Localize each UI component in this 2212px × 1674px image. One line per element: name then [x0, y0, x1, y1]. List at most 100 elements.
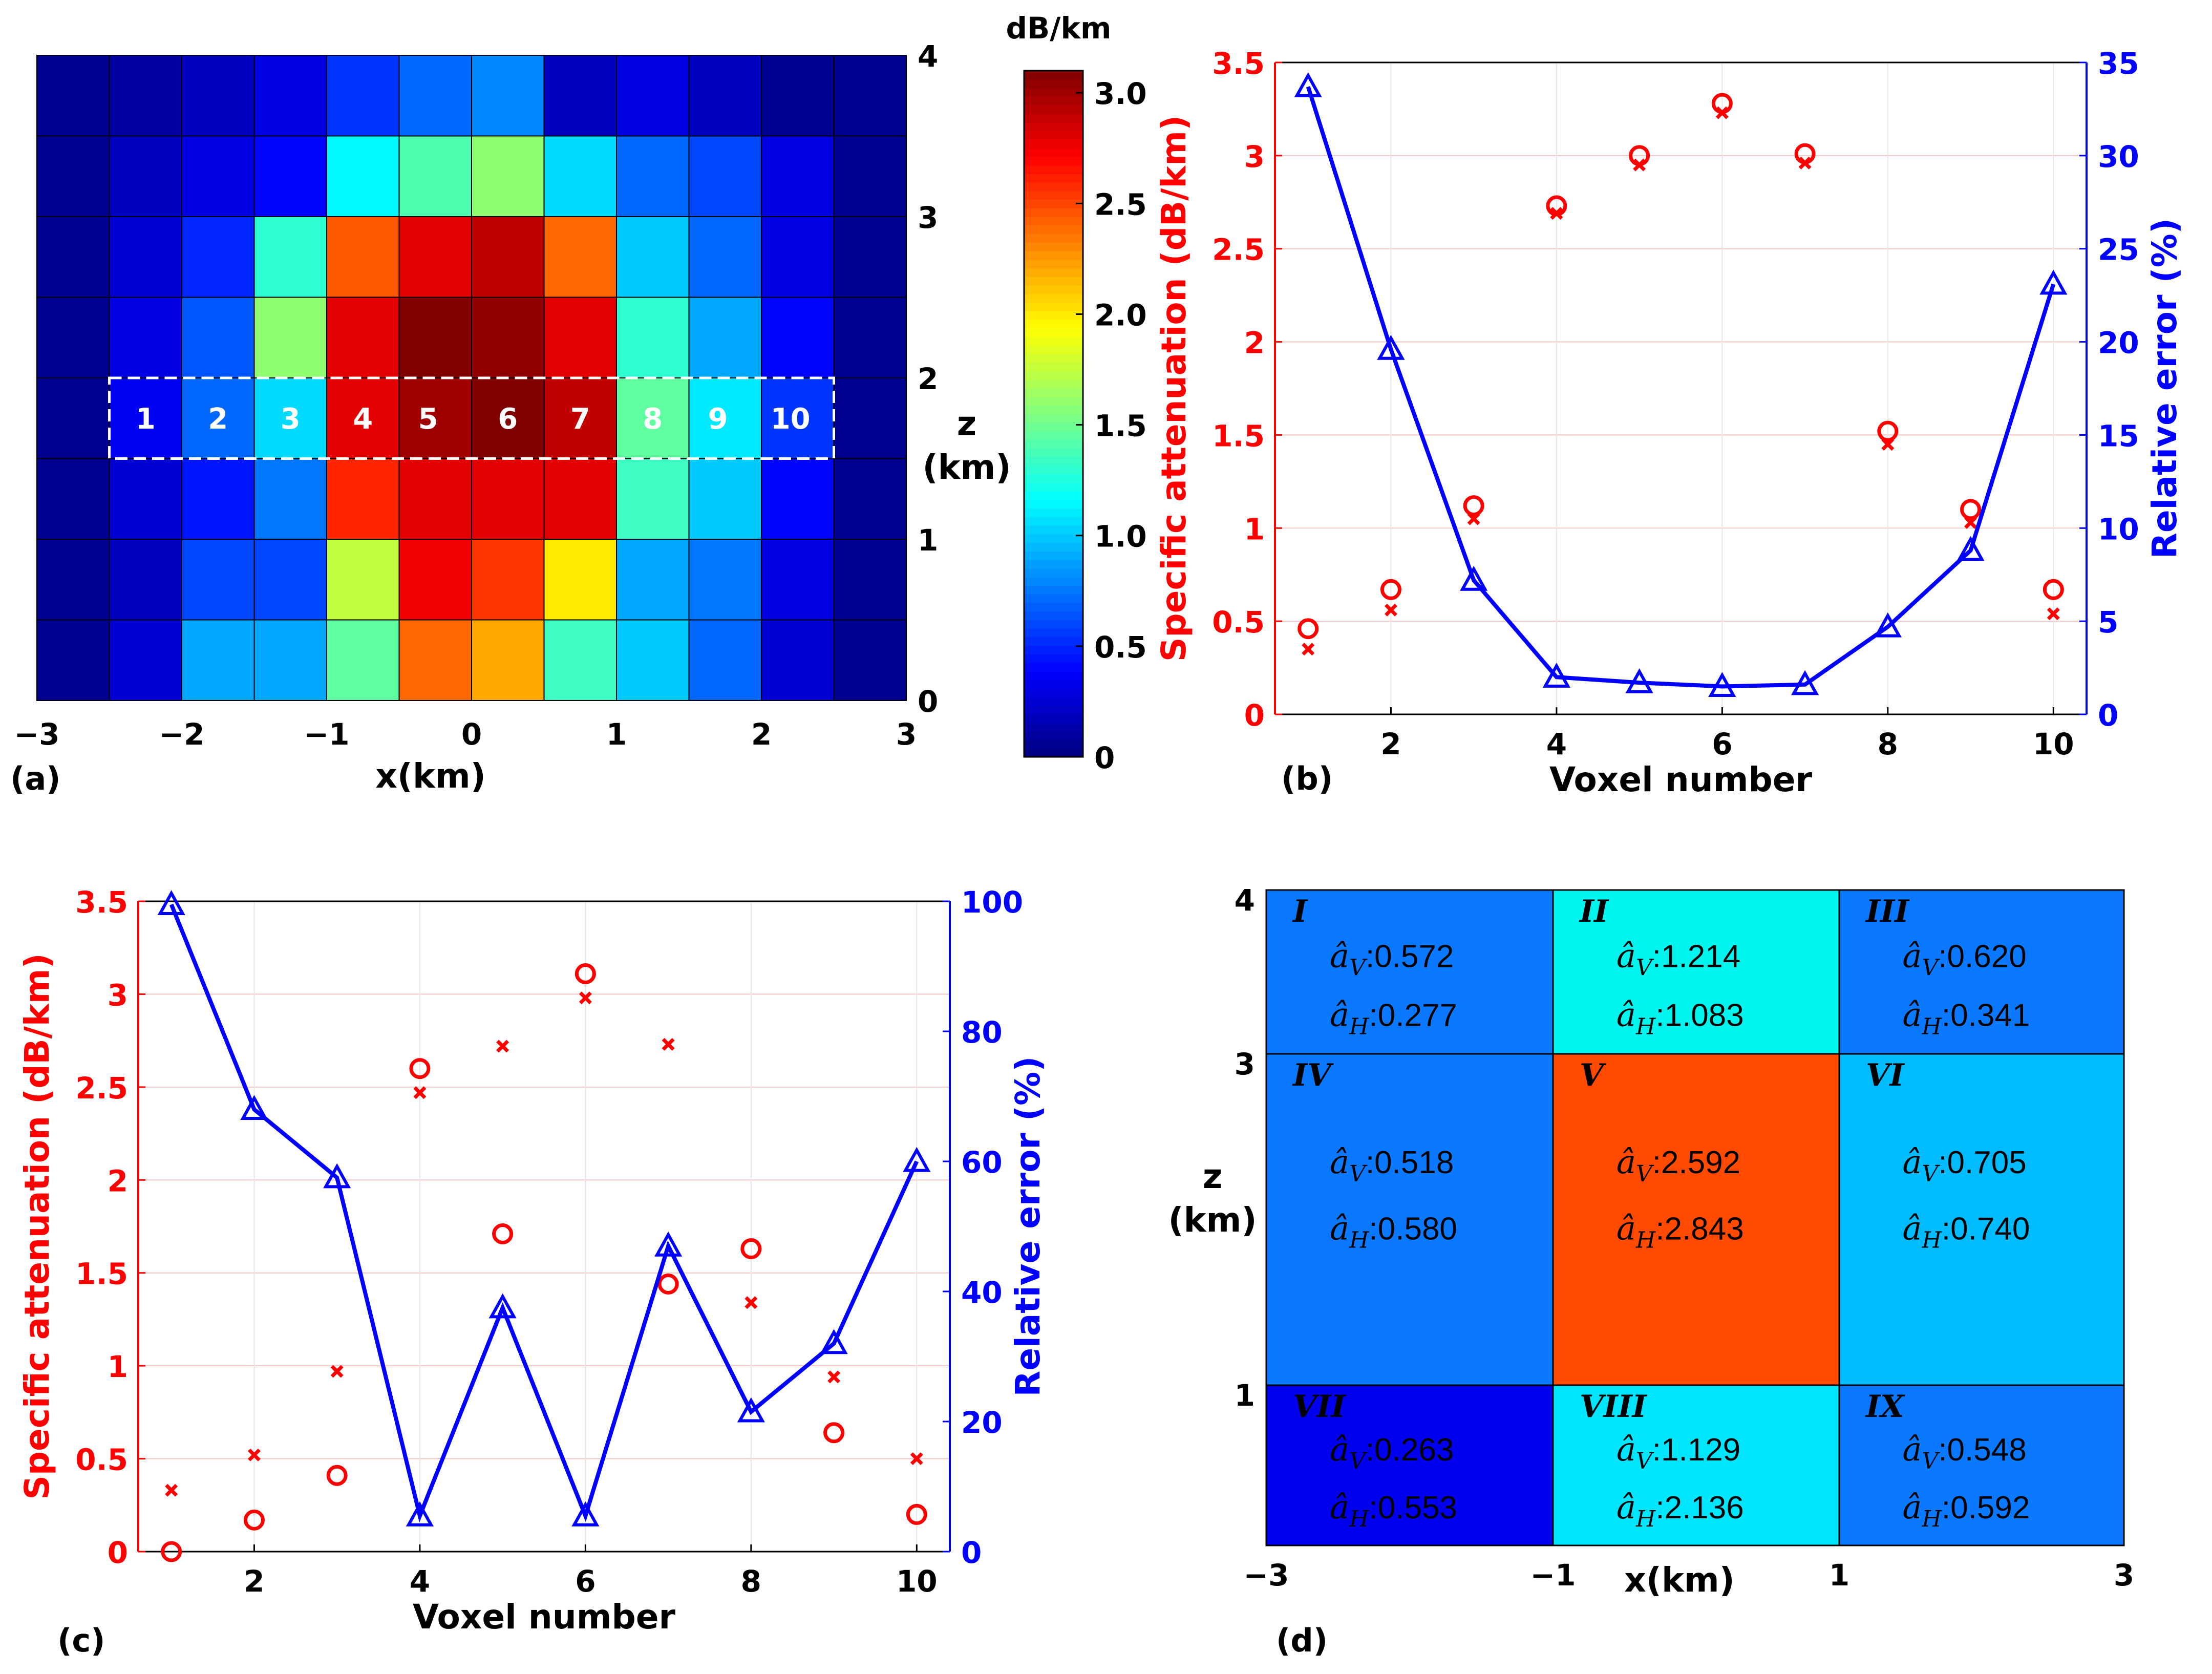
heatmap-cell: [398, 619, 472, 701]
retrieved-point: [1877, 420, 1899, 442]
colorbar-segment: [1024, 508, 1083, 517]
subscript: V: [1636, 955, 1654, 981]
value: :0.341: [1942, 998, 2030, 1033]
value: :0.592: [1942, 1490, 2030, 1525]
heatmap-cell: [471, 135, 545, 217]
colorbar-segment: [1024, 302, 1083, 311]
y-right-tick-label: 0: [2098, 698, 2118, 733]
x-tick-label: −3: [14, 717, 60, 752]
value: :0.553: [1369, 1490, 1457, 1525]
region-cell: [1552, 1384, 1840, 1546]
heatmap-cell: [833, 55, 907, 137]
colorbar-segment: [1024, 259, 1083, 269]
subscript: H: [1349, 1014, 1370, 1040]
colorbar-segment: [1024, 216, 1083, 226]
retrieved-point: [1463, 495, 1484, 517]
true-point: [910, 1452, 923, 1466]
true-point: [1302, 643, 1315, 656]
value: :1.129: [1652, 1432, 1740, 1468]
subscript: H: [1635, 1014, 1656, 1040]
colorbar-segment: [1024, 336, 1083, 346]
a-hat-symbol: â: [1330, 937, 1349, 975]
y-right-axis-title: Relative error (%): [1008, 1056, 1048, 1397]
x-tick-label: 4: [410, 1564, 430, 1599]
retrieved-point: [1794, 143, 1816, 164]
heatmap-cell: [688, 619, 762, 701]
region-id: VIII: [1580, 1389, 1648, 1425]
heatmap-cell: [543, 135, 617, 217]
heatmap-cell: [36, 377, 110, 459]
colorbar-segment: [1024, 345, 1083, 354]
retrieved-point: [492, 1223, 514, 1245]
colorbar-segment: [1024, 431, 1083, 440]
true-point: [827, 1370, 841, 1384]
colorbar-segment: [1024, 559, 1083, 569]
colorbar-segment: [1024, 577, 1083, 586]
heatmap-cell: [253, 296, 327, 378]
colorbar-segment: [1024, 328, 1083, 337]
y-left-axis-title: Specific attenuation (dB/km): [17, 953, 57, 1499]
colorbar-segment: [1024, 517, 1083, 526]
region-value: âV:0.518: [1330, 1143, 1454, 1187]
retrieved-point: [740, 1238, 762, 1260]
voxel-label: 9: [708, 402, 728, 436]
region-value: âV:0.263: [1330, 1431, 1454, 1474]
y-left-tick-label: 1: [1244, 512, 1265, 546]
heatmap-cell: [543, 458, 617, 540]
region-value: âV:1.129: [1617, 1431, 1740, 1474]
heatmap-cell: [36, 458, 110, 540]
value: :0.548: [1938, 1432, 2026, 1468]
retrieved-point: [575, 963, 596, 985]
a-hat-symbol: â: [1330, 1210, 1349, 1247]
x-tick-label: 8: [741, 1564, 761, 1599]
y-right-tick-label: 20: [961, 1405, 1003, 1440]
subscript: V: [1636, 1161, 1654, 1187]
retrieved-point: [823, 1422, 845, 1444]
error-point: [1542, 663, 1570, 688]
region-value: âH:0.740: [1902, 1210, 2030, 1253]
heatmap-cell: [761, 135, 835, 217]
a-hat-symbol: â: [1902, 997, 1922, 1034]
region-value: âH:1.083: [1617, 997, 1744, 1040]
y-right-tick-label: 10: [2098, 512, 2139, 546]
heatmap-cell: [616, 296, 690, 378]
y-left-tick-label: 0.5: [75, 1443, 128, 1477]
x-tick-label: 10: [2033, 727, 2074, 761]
x-tick-label: 2: [751, 717, 772, 752]
y-left-tick-label: 0: [108, 1535, 128, 1570]
region-id: VI: [1866, 1057, 1905, 1093]
region-id: II: [1579, 894, 1609, 929]
colorbar-segment: [1024, 156, 1083, 166]
value: :0.572: [1366, 939, 1454, 974]
heatmap-cell: [471, 619, 545, 701]
error-point: [903, 1147, 931, 1172]
heatmap-cell: [326, 55, 400, 137]
heatmap-cell: [36, 55, 110, 137]
heatmap-cell: [833, 216, 907, 298]
panel-label: (a): [10, 760, 61, 797]
heatmap-cell: [616, 55, 690, 137]
region-value: âH:0.592: [1902, 1489, 2030, 1532]
heatmap-cell: [833, 377, 907, 459]
region-value: âH:0.553: [1330, 1489, 1457, 1532]
voxel-label: 5: [418, 402, 438, 436]
colorbar-segment: [1024, 250, 1083, 260]
colorbar-segment: [1024, 594, 1083, 603]
y-left-tick-label: 1.5: [75, 1257, 128, 1291]
subscript: H: [1922, 1506, 1943, 1532]
value: :0.518: [1366, 1145, 1454, 1180]
y-right-tick-label: 30: [2098, 139, 2139, 174]
heatmap-cell: [616, 377, 690, 459]
heatmap-cell: [543, 296, 617, 378]
colorbar-segment: [1024, 611, 1083, 620]
heatmap-cell: [181, 55, 255, 137]
y-left-tick-label: 3: [1244, 139, 1265, 174]
subscript: H: [1635, 1506, 1656, 1532]
x-tick-label: −2: [159, 717, 205, 752]
true-point: [330, 1365, 344, 1378]
error-point: [654, 1231, 683, 1257]
region-id: IV: [1292, 1057, 1334, 1093]
y-left-tick-label: 1: [108, 1349, 128, 1384]
colorbar-segment: [1024, 268, 1083, 277]
heatmap-cell: [398, 135, 472, 217]
